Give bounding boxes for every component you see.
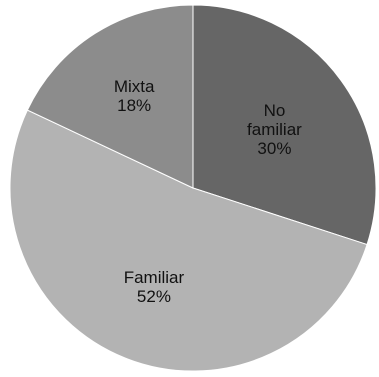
slice-percent-label: 18% [117, 96, 151, 115]
pie-labels: No familiar 30% Familiar 52% Mixta 18% [114, 77, 302, 306]
slice-name-label: No [264, 101, 286, 120]
pie-slice-no-familiar [192, 4, 377, 246]
pie-slice-mixta [26, 4, 194, 189]
slice-name-label: Familiar [124, 268, 185, 287]
slice-percent-label: 52% [137, 287, 171, 306]
slice-label-mixta: Mixta 18% [114, 77, 155, 115]
pie-slices [9, 4, 377, 372]
slice-label-no-familiar: No familiar 30% [247, 101, 302, 158]
pie-slice-familiar [9, 109, 368, 372]
slice-label-familiar: Familiar 52% [124, 268, 185, 306]
slice-percent-label: 30% [257, 139, 291, 158]
slice-name-label: familiar [247, 120, 302, 139]
slice-name-label: Mixta [114, 77, 155, 96]
